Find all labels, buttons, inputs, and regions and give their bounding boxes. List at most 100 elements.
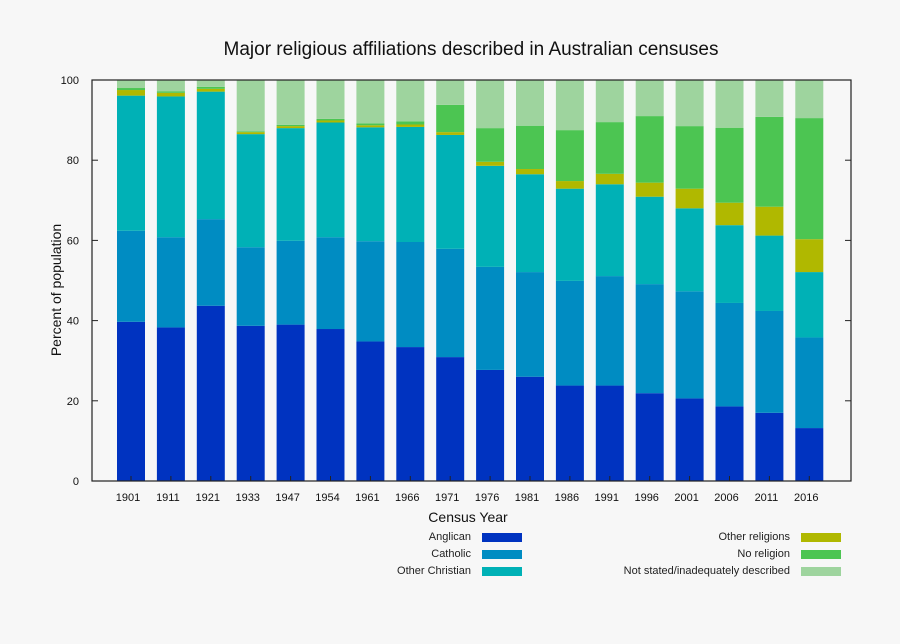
bar-segment-no-religion-1911 (156, 91, 185, 93)
x-tick-label: 1986 (555, 492, 579, 504)
bar-segment-no-religion-1901 (117, 88, 145, 91)
bar-segment-no-religion-2011 (755, 116, 784, 207)
bar-segment-other-christian-2001 (675, 208, 704, 292)
x-tick-label: 1921 (196, 492, 220, 504)
y-axis: 0 20 40 60 80 100 (61, 75, 851, 488)
bar-segment-not-stated-inadequately-described-1981 (516, 80, 544, 126)
bar-segment-catholic-1991 (595, 276, 624, 386)
bar-segment-catholic-1971 (436, 248, 465, 358)
bar-segment-other-christian-1921 (196, 91, 225, 220)
x-tick-label: 1976 (475, 492, 499, 504)
x-tick-label: 1911 (156, 492, 180, 504)
x-tick-label: 1996 (634, 492, 658, 504)
legend-swatch (801, 550, 841, 559)
plot-frame (91, 79, 852, 482)
bar-segment-other-christian-1986 (555, 188, 584, 281)
y-tick-label: 0 (73, 476, 79, 488)
bar-segment-no-religion-1961 (356, 123, 385, 126)
bar-segment-catholic-1933 (236, 247, 265, 326)
bar-segment-other-religions-1921 (196, 88, 225, 92)
y-tick-label: 20 (67, 396, 79, 408)
bar-segment-not-stated-inadequately-described-1954 (316, 80, 345, 119)
bar-segment-no-religion-2001 (675, 126, 704, 189)
x-tick-label: 1933 (235, 492, 259, 504)
x-tick-label: 1954 (315, 492, 339, 504)
bar-segment-other-religions-1961 (356, 125, 385, 128)
bar-segment-catholic-1921 (196, 219, 225, 306)
bar-segment-no-religion-1981 (516, 125, 544, 170)
bar-segment-not-stated-inadequately-described-1976 (476, 80, 505, 129)
bar-segment-other-religions-1933 (236, 132, 265, 135)
bar-segment-anglican-1996 (635, 393, 664, 481)
legend-swatch (801, 567, 841, 576)
bar-segment-other-religions-2001 (675, 188, 704, 209)
bar-segment-catholic-1981 (516, 272, 544, 377)
bar-segment-not-stated-inadequately-described-2001 (675, 80, 704, 127)
bar-segment-other-christian-1933 (236, 134, 265, 248)
bar-segment-not-stated-inadequately-described-1971 (436, 80, 465, 105)
bar-segment-other-christian-1996 (635, 196, 664, 285)
bar-segment-other-christian-1954 (316, 122, 345, 238)
bar-segment-other-religions-1901 (117, 90, 145, 96)
x-axis-label: Census Year (428, 509, 508, 525)
bar-segment-anglican-2001 (675, 398, 704, 481)
bar-segment-not-stated-inadequately-described-1921 (196, 80, 225, 87)
y-tick-label: 60 (67, 235, 79, 247)
legend-label: Anglican (428, 531, 471, 543)
bar-segment-anglican-1911 (156, 327, 185, 481)
x-tick-label: 1966 (395, 492, 419, 504)
bar-segment-catholic-1986 (555, 280, 584, 386)
legend-swatch (482, 567, 522, 576)
x-tick-label: 1961 (355, 492, 379, 504)
bar-segment-catholic-1966 (396, 242, 425, 348)
y-tick-label: 100 (61, 75, 79, 87)
bar-segment-anglican-1971 (436, 357, 465, 481)
bar-segment-other-christian-2011 (755, 235, 784, 311)
bar-segment-no-religion-1954 (316, 118, 345, 121)
bar-segment-no-religion-1991 (595, 122, 624, 174)
bar-segment-not-stated-inadequately-described-1991 (595, 80, 624, 123)
bar-segment-catholic-1901 (117, 230, 145, 322)
bar-segment-not-stated-inadequately-described-1947 (276, 80, 305, 125)
bar-segment-not-stated-inadequately-described-1986 (555, 80, 584, 131)
bar-segment-other-christian-2016 (795, 272, 824, 338)
bar-segment-other-religions-2011 (755, 206, 784, 236)
bar-segment-other-christian-1961 (356, 127, 385, 242)
legend-label: No religion (737, 548, 790, 560)
legend-swatch (482, 533, 522, 542)
x-tick-label: 1981 (515, 492, 539, 504)
legend-swatch (482, 550, 522, 559)
bar-segment-anglican-1966 (396, 347, 425, 481)
bar-segment-catholic-1996 (635, 284, 664, 394)
bar-segment-other-religions-1911 (156, 92, 185, 97)
bar-segment-other-christian-1966 (396, 126, 425, 243)
y-axis-label: Percent of population (48, 224, 64, 356)
legend-label: Catholic (431, 548, 471, 560)
legend-swatch (801, 533, 841, 542)
bar-segment-other-religions-1954 (316, 120, 345, 123)
bar-segment-other-christian-1976 (476, 165, 505, 267)
bar-segment-catholic-1961 (356, 241, 385, 342)
bar-segment-no-religion-2006 (715, 127, 744, 203)
bar-segment-other-christian-2006 (715, 225, 744, 303)
bar-segment-anglican-2011 (755, 412, 784, 481)
bar-segment-other-religions-1981 (516, 169, 544, 175)
bar-segment-not-stated-inadequately-described-1911 (156, 80, 185, 92)
bar-segment-not-stated-inadequately-described-1966 (396, 80, 425, 122)
bar-segment-no-religion-1976 (476, 128, 505, 162)
bar-segment-not-stated-inadequately-described-2011 (755, 80, 784, 117)
chart-title: Major religious affiliations described i… (224, 39, 719, 60)
bar-segment-anglican-2006 (715, 406, 744, 481)
bar-segment-no-religion-1986 (555, 130, 584, 182)
bar-segment-not-stated-inadequately-described-1933 (236, 80, 265, 132)
x-tick-label: 1901 (116, 492, 140, 504)
bar-segment-other-christian-1911 (156, 96, 185, 238)
bar-segment-catholic-2006 (715, 302, 744, 407)
bar-segment-anglican-2016 (795, 428, 824, 481)
bar-segment-other-religions-2006 (715, 202, 744, 226)
bar-segment-other-religions-1996 (635, 182, 664, 197)
bar-segment-other-christian-1901 (117, 95, 145, 231)
bar-segment-anglican-1981 (516, 376, 544, 481)
x-tick-label: 2016 (794, 492, 818, 504)
